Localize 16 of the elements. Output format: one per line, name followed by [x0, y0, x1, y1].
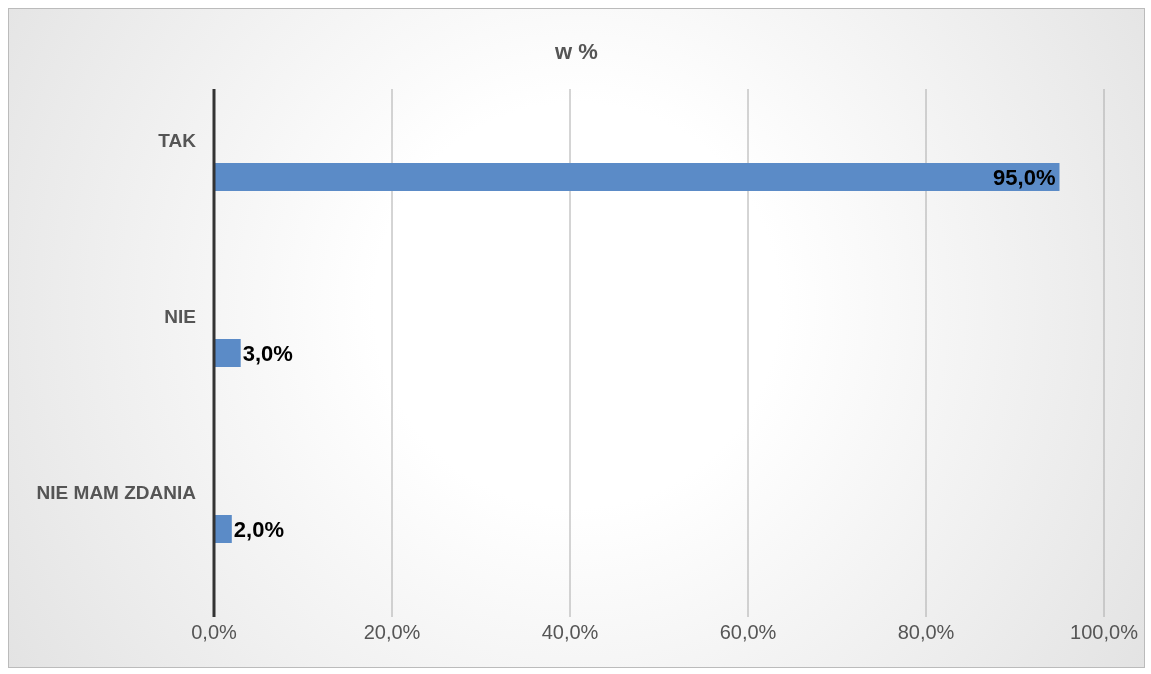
x-tick-label: 80,0%: [897, 621, 955, 644]
y-tick-label: NIE: [164, 306, 196, 327]
x-tick-label: 40,0%: [541, 621, 599, 644]
x-tick-label: 60,0%: [719, 621, 777, 644]
data-label: 95,0%: [993, 165, 1056, 190]
bar: [214, 515, 232, 543]
y-tick-label: TAK: [158, 130, 197, 151]
y-tick-label: NIE MAM ZDANIA: [36, 482, 197, 503]
bar: [214, 339, 241, 367]
data-label: 2,0%: [233, 517, 284, 542]
data-label: 3,0%: [242, 341, 293, 366]
x-tick-label: 100,0%: [1070, 621, 1139, 644]
x-tick-label: 20,0%: [363, 621, 421, 644]
chart-title: w %: [554, 39, 599, 65]
bar: [214, 163, 1060, 191]
x-tick-label: 0,0%: [191, 621, 238, 644]
